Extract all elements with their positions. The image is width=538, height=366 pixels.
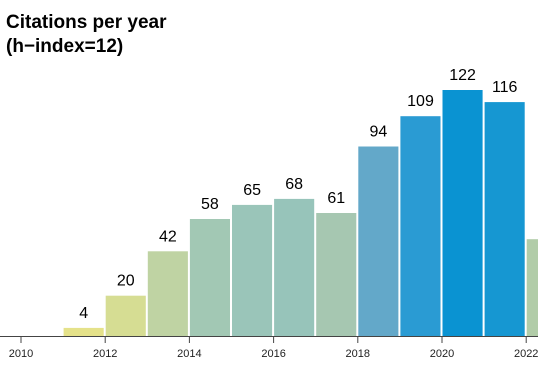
x-tick-label-2022: 2022 <box>514 348 538 360</box>
chart-title-line-1: Citations per year <box>6 12 167 33</box>
x-tick-label-2016: 2016 <box>261 348 285 360</box>
bar-value-label-2016: 68 <box>285 176 303 193</box>
bar-value-label-2019: 109 <box>407 93 434 110</box>
x-tick-label-2014: 2014 <box>177 348 201 360</box>
bar-2021 <box>485 102 525 336</box>
bar-value-label-2011: 4 <box>79 305 88 322</box>
x-tick-label-2012: 2012 <box>93 348 117 360</box>
bar-2012 <box>106 296 146 336</box>
x-tick-label-2020: 2020 <box>430 348 454 360</box>
bars-layer: 42042586568619410912211648 <box>64 67 538 336</box>
bar-value-label-2012: 20 <box>117 273 135 290</box>
bar-value-label-2021: 116 <box>492 79 518 96</box>
x-tick-label-2018: 2018 <box>346 348 370 360</box>
bar-value-label-2017: 61 <box>327 190 345 207</box>
bar-value-label-2018: 94 <box>370 124 388 141</box>
bar-2019 <box>400 116 440 336</box>
x-axis-ticks: 2010 2012 2014 2016 2018 2020 2022 <box>9 336 538 360</box>
bar-2017 <box>316 213 356 336</box>
bar-value-label-2020: 122 <box>449 67 476 84</box>
bar-2020 <box>443 90 483 336</box>
bar-2014 <box>190 219 230 336</box>
chart-title-line-2: (h−index=12) <box>6 36 123 57</box>
bar-2016 <box>274 199 314 336</box>
bar-2013 <box>148 251 188 336</box>
bar-2018 <box>358 147 398 337</box>
bar-2022 <box>527 239 538 336</box>
bar-2011 <box>64 328 104 336</box>
bar-value-label-2014: 58 <box>201 196 219 213</box>
bar-value-label-2013: 42 <box>159 228 177 245</box>
x-tick-label-2010: 2010 <box>9 348 33 360</box>
bar-2015 <box>232 205 272 336</box>
bar-value-label-2015: 65 <box>243 182 261 199</box>
